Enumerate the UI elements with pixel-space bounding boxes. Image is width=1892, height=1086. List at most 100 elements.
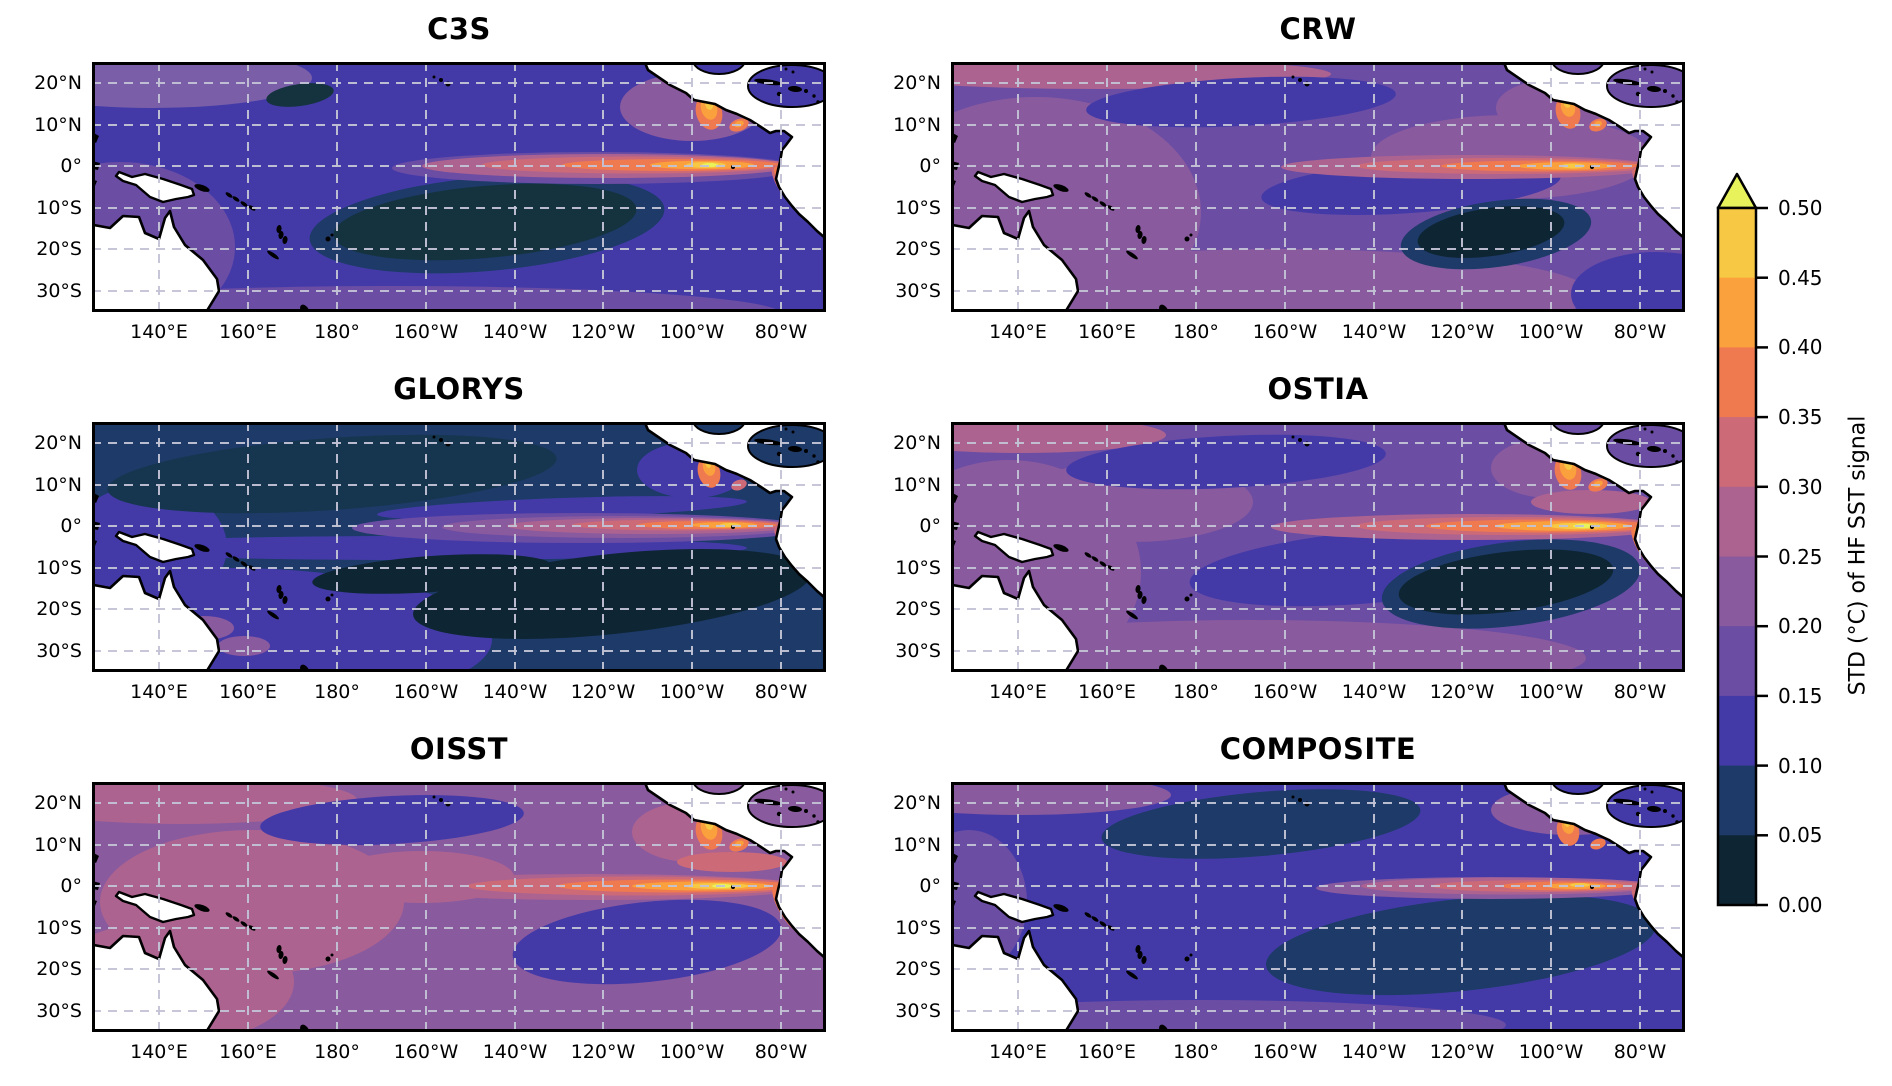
x-tick-label: 180° bbox=[314, 1041, 360, 1063]
panel-title-c3s: C3S bbox=[427, 12, 491, 46]
x-tick-label: 120°W bbox=[1429, 1041, 1495, 1063]
panel-title-composite: COMPOSITE bbox=[1219, 732, 1417, 766]
x-tick-label: 140°W bbox=[1341, 321, 1407, 343]
x-tick-label: 180° bbox=[314, 321, 360, 343]
x-tick-label: 140°E bbox=[989, 681, 1047, 703]
x-tick-label: 180° bbox=[1173, 681, 1219, 703]
x-tick-label: 140°W bbox=[1341, 1041, 1407, 1063]
y-tick-label: 30°S bbox=[895, 280, 941, 302]
x-tick-label: 100°W bbox=[659, 1041, 725, 1063]
y-tick-label: 10°N bbox=[34, 474, 82, 496]
y-tick-label: 0° bbox=[919, 875, 941, 897]
x-tick-label: 100°W bbox=[1518, 1041, 1584, 1063]
y-tick-label: 20°N bbox=[34, 432, 82, 454]
x-tick-label: 180° bbox=[1173, 1041, 1219, 1063]
y-tick-label: 20°S bbox=[36, 958, 82, 980]
y-tick-label: 0° bbox=[60, 155, 82, 177]
y-tick-label: 20°S bbox=[895, 598, 941, 620]
y-tick-label: 30°S bbox=[36, 1000, 82, 1022]
colorbar-tick-label: 0.40 bbox=[1778, 335, 1823, 360]
x-tick-label: 140°E bbox=[130, 1041, 188, 1063]
y-tick-label: 20°S bbox=[36, 238, 82, 260]
x-tick-label: 120°W bbox=[570, 1041, 636, 1063]
map-ostia bbox=[951, 422, 1685, 672]
map-c3s bbox=[92, 62, 826, 312]
x-tick-label: 120°W bbox=[570, 321, 636, 343]
y-tick-label: 20°S bbox=[36, 598, 82, 620]
x-tick-label: 140°W bbox=[482, 1041, 548, 1063]
y-tick-label: 10°N bbox=[34, 834, 82, 856]
y-tick-label: 30°S bbox=[895, 1000, 941, 1022]
colorbar-tick-label: 0.10 bbox=[1778, 753, 1823, 778]
colorbar-tick-label: 0.05 bbox=[1778, 823, 1823, 848]
colorbar-tick-label: 0.00 bbox=[1778, 893, 1823, 917]
x-tick-label: 160°W bbox=[1252, 1041, 1318, 1063]
y-tick-label: 10°S bbox=[895, 557, 941, 579]
colorbar-axis-label: STD (°C) of HF SST signal bbox=[1845, 415, 1871, 696]
x-tick-label: 160°E bbox=[219, 681, 277, 703]
x-tick-label: 140°E bbox=[130, 681, 188, 703]
x-tick-label: 140°W bbox=[482, 681, 548, 703]
y-tick-label: 10°S bbox=[36, 557, 82, 579]
x-tick-label: 180° bbox=[314, 681, 360, 703]
y-tick-label: 10°N bbox=[893, 114, 941, 136]
panel-title-ostia: OSTIA bbox=[1267, 372, 1369, 406]
y-tick-label: 20°S bbox=[895, 238, 941, 260]
x-tick-label: 160°E bbox=[1078, 681, 1136, 703]
y-tick-label: 0° bbox=[60, 875, 82, 897]
y-tick-label: 10°S bbox=[895, 197, 941, 219]
x-tick-label: 80°W bbox=[754, 1041, 808, 1063]
map-composite bbox=[951, 782, 1685, 1032]
x-tick-label: 140°W bbox=[482, 321, 548, 343]
y-tick-label: 10°N bbox=[893, 834, 941, 856]
x-tick-label: 80°W bbox=[1613, 1041, 1667, 1063]
colorbar-tick-label: 0.15 bbox=[1778, 683, 1823, 708]
x-tick-label: 140°E bbox=[130, 321, 188, 343]
colorbar-tick-label: 0.20 bbox=[1778, 614, 1823, 639]
map-crw bbox=[951, 62, 1685, 312]
x-tick-label: 120°W bbox=[570, 681, 636, 703]
x-tick-label: 160°W bbox=[393, 1041, 459, 1063]
colorbar-tick-label: 0.30 bbox=[1778, 474, 1823, 499]
x-tick-label: 100°W bbox=[659, 681, 725, 703]
x-tick-label: 160°W bbox=[1252, 321, 1318, 343]
x-tick-label: 100°W bbox=[1518, 681, 1584, 703]
y-tick-label: 10°S bbox=[36, 197, 82, 219]
x-tick-label: 160°E bbox=[1078, 1041, 1136, 1063]
x-tick-label: 160°E bbox=[219, 1041, 277, 1063]
x-tick-label: 140°W bbox=[1341, 681, 1407, 703]
y-tick-label: 20°N bbox=[893, 792, 941, 814]
x-tick-label: 140°E bbox=[989, 1041, 1047, 1063]
x-tick-label: 80°W bbox=[1613, 681, 1667, 703]
y-tick-label: 20°N bbox=[34, 72, 82, 94]
x-tick-label: 100°W bbox=[659, 321, 725, 343]
y-tick-label: 10°S bbox=[36, 917, 82, 939]
x-tick-label: 80°W bbox=[754, 321, 808, 343]
y-tick-label: 10°S bbox=[895, 917, 941, 939]
x-tick-label: 80°W bbox=[754, 681, 808, 703]
panel-title-glorys: GLORYS bbox=[393, 372, 525, 406]
x-tick-label: 160°W bbox=[1252, 681, 1318, 703]
x-tick-label: 80°W bbox=[1613, 321, 1667, 343]
panel-title-crw: CRW bbox=[1279, 12, 1357, 46]
y-tick-label: 0° bbox=[919, 515, 941, 537]
y-tick-label: 10°N bbox=[34, 114, 82, 136]
colorbar-tick-label: 0.25 bbox=[1778, 544, 1823, 569]
panel-title-oisst: OISST bbox=[409, 732, 509, 766]
y-tick-label: 20°N bbox=[893, 432, 941, 454]
y-tick-label: 20°N bbox=[34, 792, 82, 814]
y-tick-label: 30°S bbox=[36, 640, 82, 662]
y-tick-label: 0° bbox=[60, 515, 82, 537]
y-tick-label: 30°S bbox=[895, 640, 941, 662]
colorbar-tick-label: 0.45 bbox=[1778, 265, 1823, 290]
x-tick-label: 160°W bbox=[393, 321, 459, 343]
x-tick-label: 140°E bbox=[989, 321, 1047, 343]
x-tick-label: 100°W bbox=[1518, 321, 1584, 343]
colorbar-tick-label: 0.35 bbox=[1778, 405, 1823, 430]
y-tick-label: 0° bbox=[919, 155, 941, 177]
map-glorys bbox=[92, 422, 826, 672]
x-tick-label: 120°W bbox=[1429, 321, 1495, 343]
x-tick-label: 160°E bbox=[1078, 321, 1136, 343]
colorbar-tick-label: 0.50 bbox=[1778, 196, 1823, 220]
